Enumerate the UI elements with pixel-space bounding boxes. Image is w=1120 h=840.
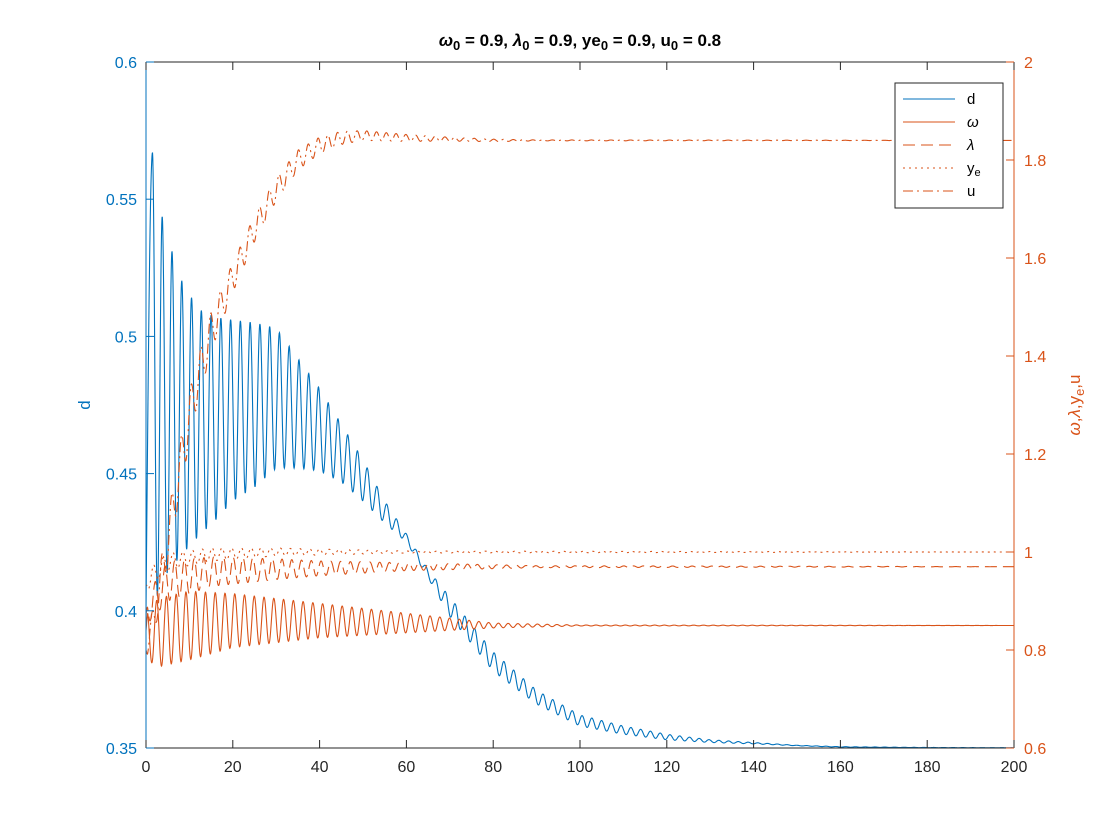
y-right-tick-label: 1.8	[1024, 153, 1046, 170]
y-right-tick-label: 1.6	[1024, 251, 1046, 268]
x-tick-label: 0	[142, 759, 151, 776]
series-line-lambda	[146, 556, 1014, 622]
x-tick-label: 100	[567, 759, 594, 776]
chart-title-part: 0	[522, 38, 529, 53]
chart-title-part: = 0.9, u	[608, 31, 671, 50]
y-right-axis-title-part: ,u	[1065, 374, 1084, 388]
series-layer	[146, 130, 1014, 748]
chart-title-part: 0	[671, 38, 678, 53]
y-right-axis-title: ω,λ,ye,u	[1065, 374, 1087, 435]
legend-label-main: u	[967, 183, 975, 200]
y-right-axis-title-part: ,	[1065, 418, 1084, 423]
plot-background	[146, 62, 1014, 748]
chart-title-part: = 0.9, ye	[529, 31, 600, 50]
chart-title: ω0 = 0.9, λ0 = 0.9, ye0 = 0.9, u0 = 0.8	[439, 31, 721, 53]
legend-label: λ	[966, 137, 974, 154]
legend-label-main: λ	[966, 137, 974, 154]
chart-title-part: λ	[512, 31, 522, 50]
chart-title-part: = 0.9,	[460, 31, 512, 50]
y-left-tick-label: 0.4	[115, 604, 137, 621]
y-right-axis-title-part: ,y	[1065, 395, 1084, 409]
x-tick-label: 140	[740, 759, 767, 776]
x-tick-label: 120	[653, 759, 680, 776]
plot-area	[146, 62, 1014, 748]
x-tick-label: 60	[398, 759, 416, 776]
y-left-tick-label: 0.55	[106, 192, 137, 209]
legend-label-main: ω	[967, 114, 979, 131]
legend-label: u	[967, 183, 975, 200]
x-tick-label: 80	[484, 759, 502, 776]
y-right-tick-label: 0.6	[1024, 741, 1046, 758]
chart-title-part: 0	[601, 38, 608, 53]
legend-label-main: y	[967, 160, 975, 177]
legend-label: ye	[967, 160, 981, 179]
y-left-axis-title: d	[75, 400, 94, 409]
chart-title-part: 0	[453, 38, 460, 53]
x-tick-label: 180	[914, 759, 941, 776]
x-tick-label: 20	[224, 759, 242, 776]
series-line-omega	[146, 590, 1014, 668]
legend-label-main: d	[967, 91, 975, 108]
y-right-tick-label: 1.4	[1024, 349, 1046, 366]
legend-label: d	[967, 91, 975, 108]
x-tick-label: 200	[1001, 759, 1028, 776]
x-tick-label: 160	[827, 759, 854, 776]
y-left-tick-label: 0.35	[106, 741, 137, 758]
y-right-tick-label: 2	[1024, 55, 1033, 72]
y-left-tick-label: 0.45	[106, 467, 137, 484]
y-right-tick-label: 1.2	[1024, 447, 1046, 464]
legend-label-sub: e	[975, 167, 981, 179]
y-right-axis-title-part: λ	[1065, 409, 1084, 418]
y-right-axis-title-part: ω	[1065, 422, 1084, 435]
chart-title-part: = 0.8	[678, 31, 721, 50]
legend-label: ω	[967, 114, 979, 131]
chart-title-part: ω	[439, 31, 453, 50]
series-line-d	[146, 152, 1014, 748]
series-line-u	[146, 130, 1014, 655]
y-left-tick-label: 0.5	[115, 329, 137, 346]
y-right-tick-label: 1	[1024, 545, 1033, 562]
y-right-tick-label: 0.8	[1024, 643, 1046, 660]
y-right-axis-title-part: e	[1072, 389, 1087, 396]
y-left-tick-label: 0.6	[115, 55, 137, 72]
series-line-ye	[146, 547, 1014, 590]
axes-layer: 0 20 40 60 80 100 120 140 160 180 200 0.35 0.4 0.45 0.…	[75, 55, 1087, 776]
x-tick-label: 40	[311, 759, 329, 776]
